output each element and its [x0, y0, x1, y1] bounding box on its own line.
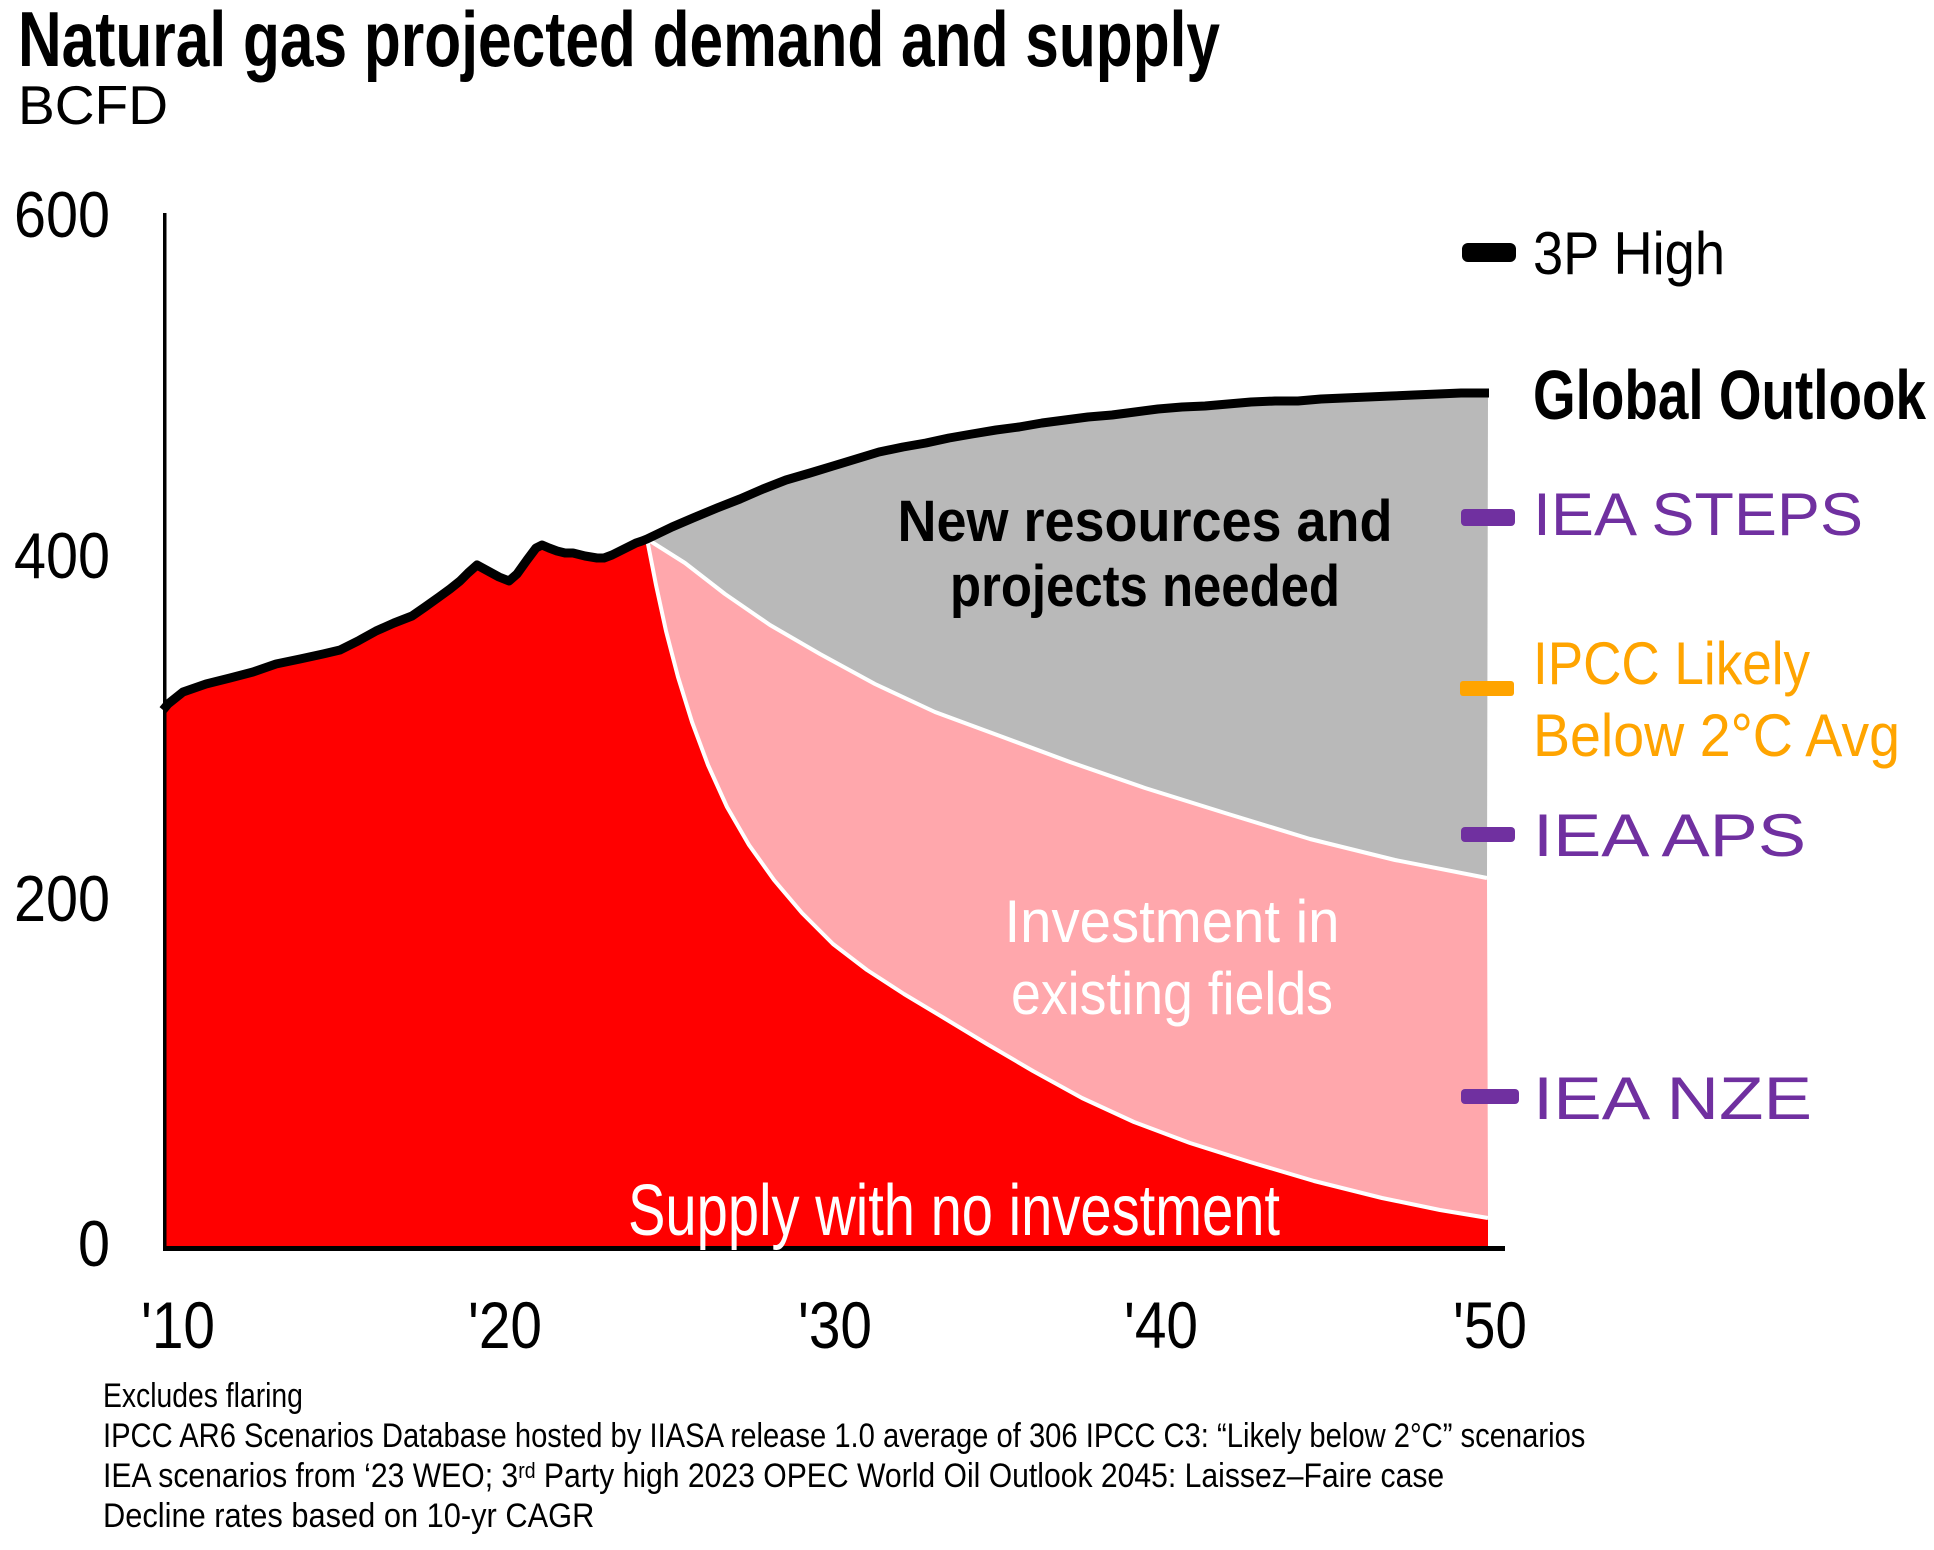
- svg-text:400: 400: [14, 519, 110, 592]
- svg-text:600: 600: [14, 178, 110, 251]
- svg-text:Investment in: Investment in: [1005, 888, 1340, 955]
- svg-text:3P High: 3P High: [1533, 220, 1725, 287]
- svg-text:Natural gas projected demand a: Natural gas projected demand and supply: [18, 0, 1220, 83]
- svg-text:'30: '30: [798, 1288, 872, 1362]
- svg-text:existing fields: existing fields: [1011, 960, 1333, 1027]
- svg-text:Supply with no investment: Supply with no investment: [628, 1171, 1280, 1251]
- svg-text:IEA STEPS: IEA STEPS: [1533, 481, 1863, 548]
- svg-text:IEA APS: IEA APS: [1533, 802, 1806, 869]
- svg-text:projects needed: projects needed: [950, 554, 1340, 619]
- svg-text:Global Outlook: Global Outlook: [1533, 356, 1926, 434]
- svg-text:'10: '10: [141, 1288, 215, 1362]
- svg-text:BCFD: BCFD: [18, 74, 168, 136]
- svg-text:IEA NZE: IEA NZE: [1533, 1065, 1812, 1132]
- svg-text:New resources and: New resources and: [898, 489, 1393, 554]
- svg-text:200: 200: [14, 862, 110, 935]
- svg-text:0: 0: [78, 1207, 110, 1280]
- svg-text:'50: '50: [1453, 1288, 1527, 1362]
- svg-text:IPCC Likely: IPCC Likely: [1533, 630, 1810, 697]
- svg-text:'20: '20: [468, 1288, 542, 1362]
- svg-text:Below 2°C Avg: Below 2°C Avg: [1533, 702, 1900, 769]
- svg-text:'40: '40: [1124, 1288, 1198, 1362]
